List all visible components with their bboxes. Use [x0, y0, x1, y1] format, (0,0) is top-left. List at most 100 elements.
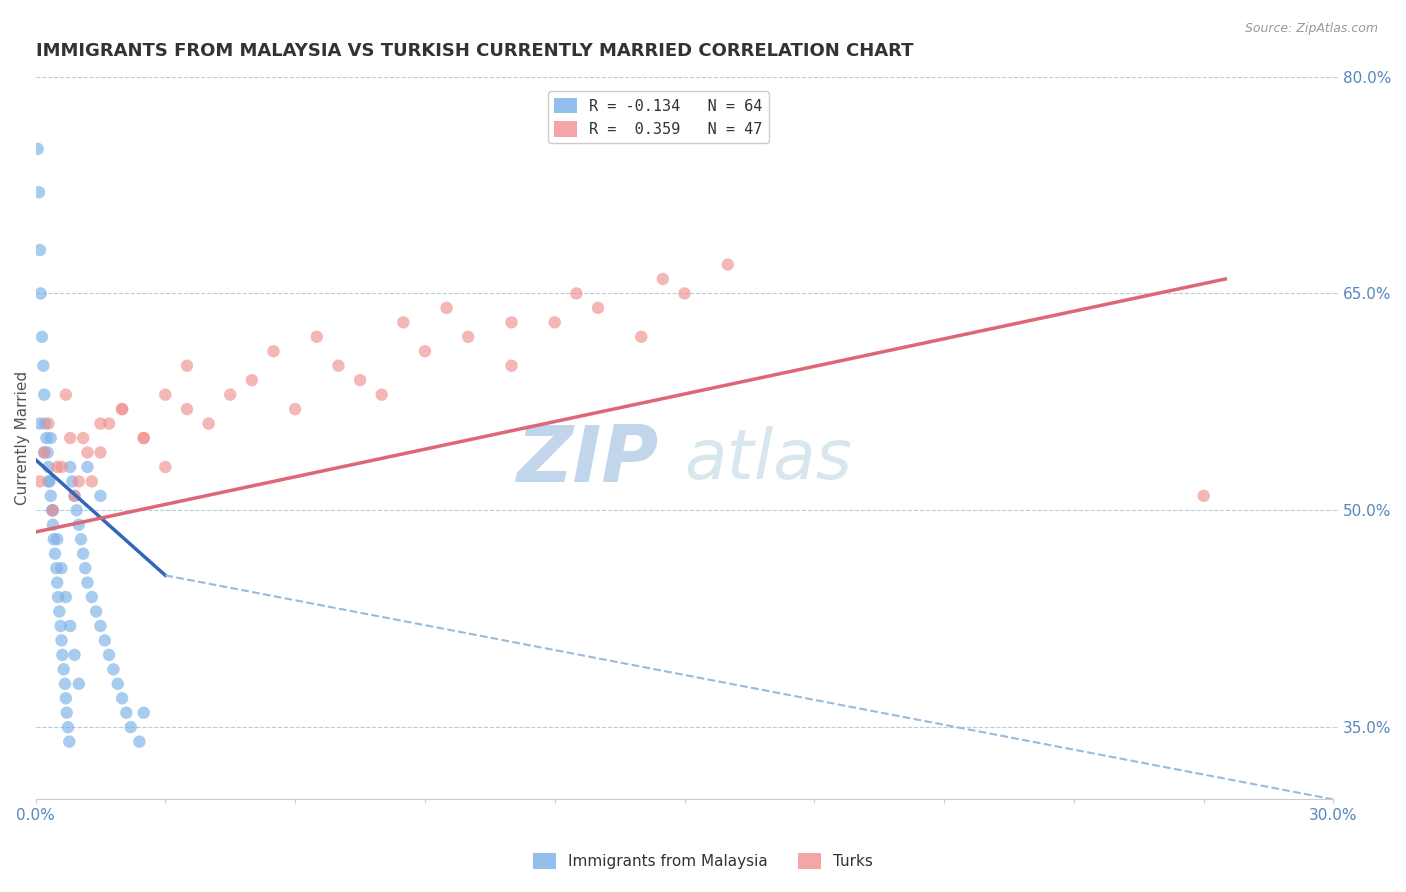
Point: [32, 387, 55, 401]
Point: [76, 575, 98, 590]
Text: atlas: atlas: [685, 426, 852, 493]
Point: [219, 387, 242, 401]
Point: [30, 286, 52, 301]
Point: [59, 619, 82, 633]
Point: [717, 258, 740, 272]
Point: [67, 475, 90, 489]
Point: [34, 417, 56, 431]
Point: [39, 431, 62, 445]
Point: [76, 459, 98, 474]
Point: [128, 734, 150, 748]
Text: IMMIGRANTS FROM MALAYSIA VS TURKISH CURRENTLY MARRIED CORRELATION CHART: IMMIGRANTS FROM MALAYSIA VS TURKISH CURR…: [35, 42, 912, 60]
Point: [89, 445, 111, 459]
Point: [284, 402, 307, 417]
Point: [32, 445, 55, 459]
Y-axis label: Currently Married: Currently Married: [15, 371, 30, 505]
Point: [155, 387, 177, 401]
Point: [42, 503, 65, 517]
Point: [89, 417, 111, 431]
Point: [413, 344, 436, 359]
Point: [98, 417, 121, 431]
Point: [63, 489, 86, 503]
Point: [38, 459, 60, 474]
Point: [28, 186, 51, 200]
Point: [80, 475, 103, 489]
Point: [63, 489, 86, 503]
Point: [111, 402, 134, 417]
Point: [51, 648, 73, 662]
Point: [651, 272, 673, 286]
Point: [89, 489, 111, 503]
Point: [565, 286, 588, 301]
Point: [155, 459, 177, 474]
Point: [370, 387, 392, 401]
Point: [55, 691, 77, 706]
Point: [42, 533, 65, 547]
Point: [58, 734, 80, 748]
Point: [39, 489, 62, 503]
Point: [111, 402, 134, 417]
Point: [501, 315, 523, 329]
Point: [52, 662, 75, 676]
Point: [89, 619, 111, 633]
Legend: R = -0.134   N = 64, R =  0.359   N = 47: R = -0.134 N = 64, R = 0.359 N = 47: [548, 92, 769, 144]
Point: [84, 605, 107, 619]
Point: [80, 590, 103, 604]
Point: [38, 475, 60, 489]
Point: [501, 359, 523, 373]
Point: [1192, 489, 1215, 503]
Text: Source: ZipAtlas.com: Source: ZipAtlas.com: [1244, 22, 1378, 36]
Point: [586, 301, 609, 315]
Point: [115, 706, 138, 720]
Point: [48, 605, 70, 619]
Point: [76, 445, 98, 459]
Point: [55, 387, 77, 401]
Point: [46, 459, 69, 474]
Point: [32, 359, 55, 373]
Legend: Immigrants from Malaysia, Turks: Immigrants from Malaysia, Turks: [527, 847, 879, 875]
Point: [38, 417, 60, 431]
Point: [176, 359, 198, 373]
Point: [53, 677, 76, 691]
Point: [120, 720, 142, 734]
Point: [41, 503, 63, 517]
Point: [197, 417, 219, 431]
Point: [44, 547, 66, 561]
Point: [46, 590, 69, 604]
Point: [42, 503, 65, 517]
Point: [67, 677, 90, 691]
Point: [28, 243, 51, 257]
Point: [72, 431, 94, 445]
Point: [46, 533, 69, 547]
Point: [111, 691, 134, 706]
Point: [59, 431, 82, 445]
Point: [46, 575, 69, 590]
Point: [42, 517, 65, 532]
Point: [457, 330, 479, 344]
Point: [75, 561, 97, 575]
Point: [59, 459, 82, 474]
Point: [28, 417, 51, 431]
Point: [35, 431, 58, 445]
Point: [263, 344, 285, 359]
Point: [349, 373, 371, 387]
Point: [55, 706, 77, 720]
Point: [98, 648, 121, 662]
Point: [51, 633, 73, 648]
Point: [107, 677, 129, 691]
Point: [673, 286, 696, 301]
Point: [67, 517, 90, 532]
Point: [37, 445, 59, 459]
Point: [176, 402, 198, 417]
Point: [45, 561, 67, 575]
Point: [392, 315, 415, 329]
Text: ZIP: ZIP: [516, 422, 658, 498]
Point: [70, 533, 93, 547]
Point: [436, 301, 458, 315]
Point: [60, 475, 83, 489]
Point: [328, 359, 350, 373]
Point: [55, 590, 77, 604]
Point: [94, 633, 117, 648]
Point: [103, 662, 125, 676]
Point: [240, 373, 263, 387]
